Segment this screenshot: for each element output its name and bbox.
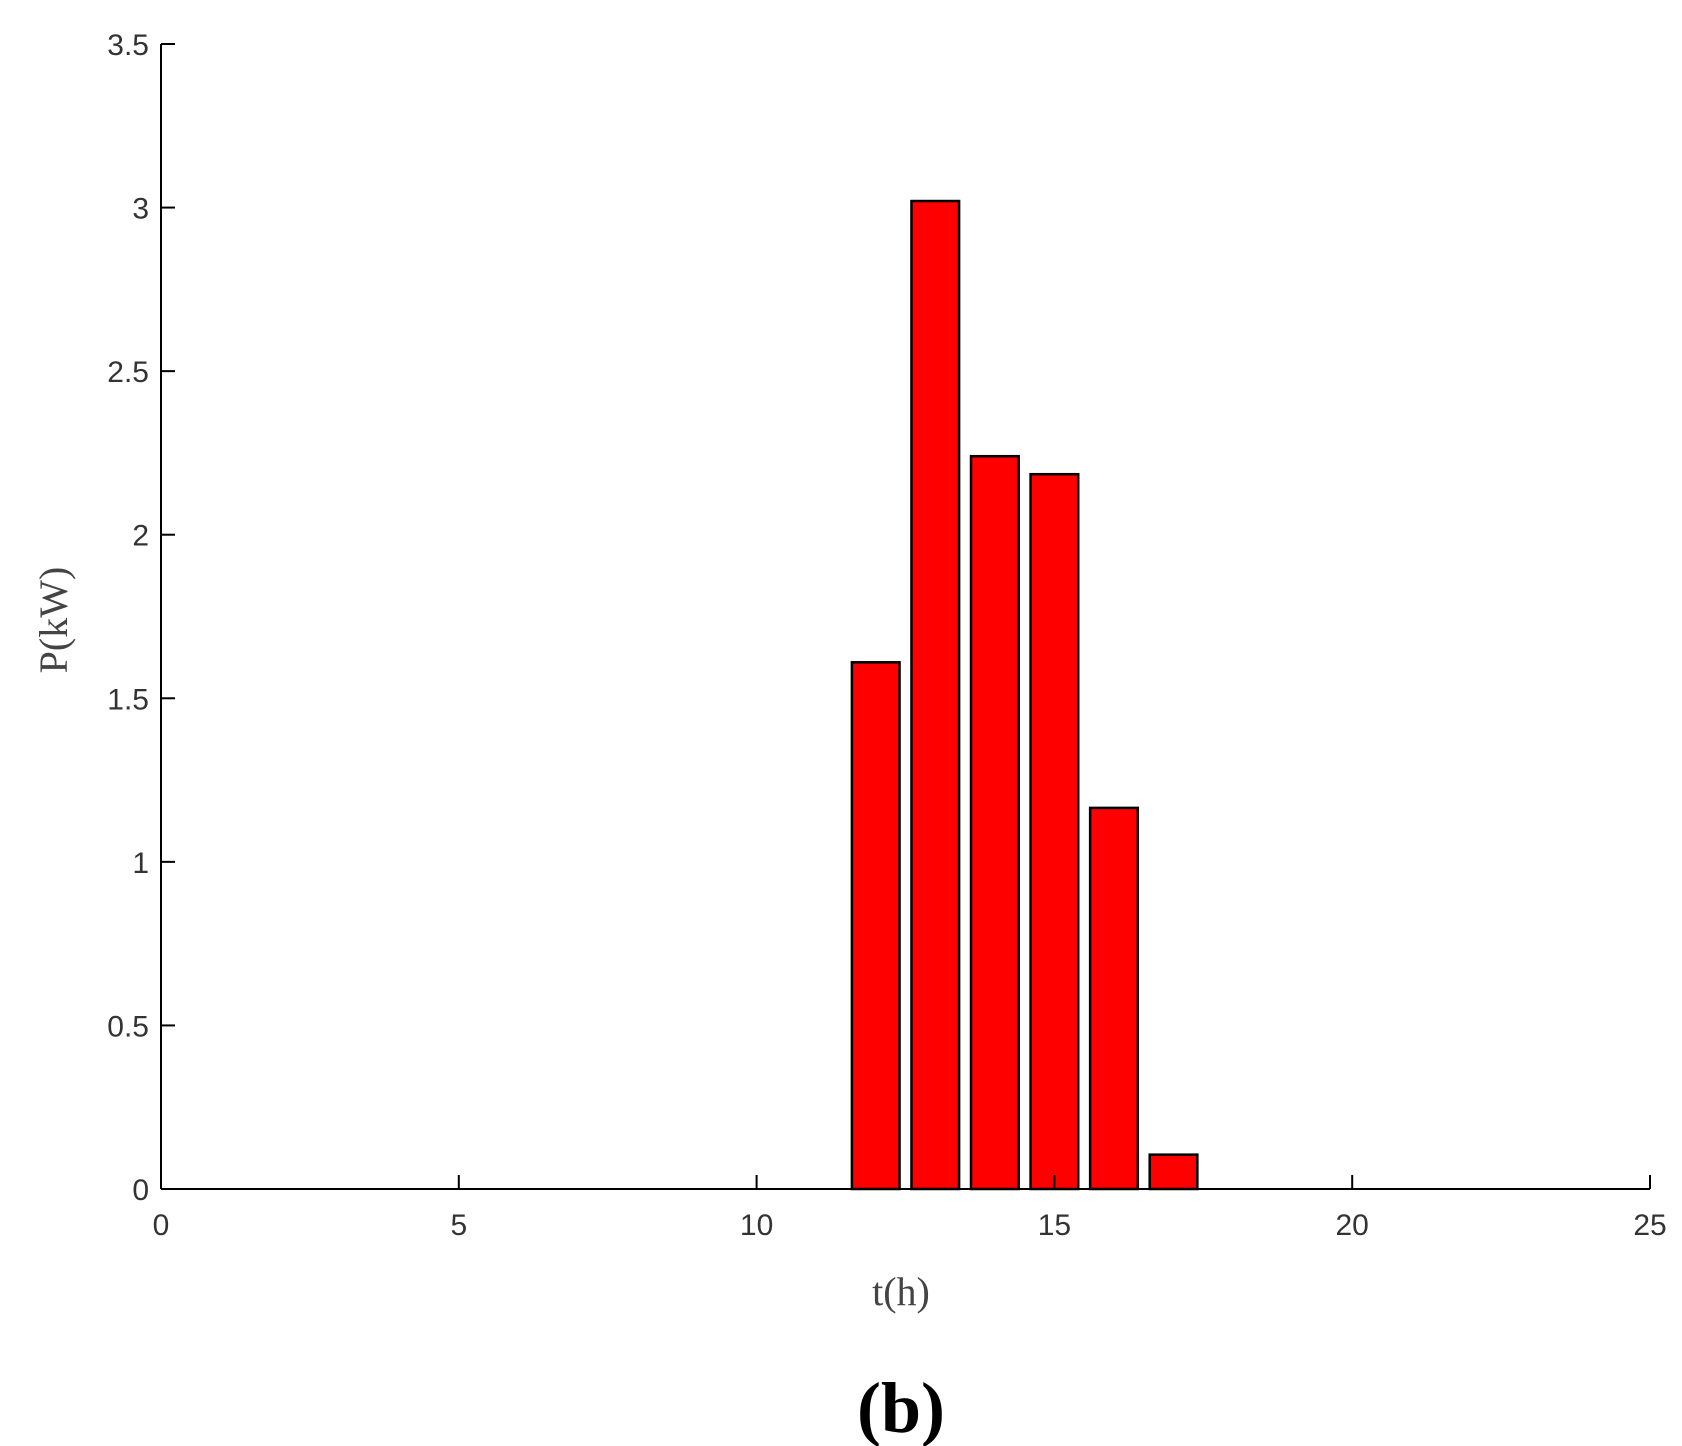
x-tick-label-10: 10 bbox=[740, 1209, 773, 1242]
bar-17 bbox=[1148, 1153, 1199, 1191]
x-tick-label-5: 5 bbox=[450, 1209, 467, 1242]
y-axis-title: P(kW) bbox=[31, 567, 76, 674]
x-tick-label-25: 25 bbox=[1633, 1209, 1666, 1242]
bar-13 bbox=[910, 199, 961, 1191]
x-tick-label-0: 0 bbox=[153, 1209, 170, 1242]
bar-16 bbox=[1088, 806, 1140, 1191]
panel-label: (b) bbox=[857, 1368, 945, 1446]
y-tick-label-1.5: 1.5 bbox=[107, 683, 149, 716]
y-tick-label-0.5: 0.5 bbox=[107, 1010, 149, 1043]
axes-group bbox=[160, 44, 1650, 1190]
y-tick-label-2: 2 bbox=[132, 520, 149, 553]
y-tick-label-3: 3 bbox=[132, 193, 149, 226]
ticks-group: 0 5 10 15 20 25 0 0.5 1 1.5 2 2.5 3 3.5 bbox=[107, 29, 1666, 1242]
x-axis-title: t(h) bbox=[872, 1269, 930, 1314]
y-tick-label-3.5: 3.5 bbox=[107, 29, 149, 62]
bar-15 bbox=[1029, 472, 1080, 1191]
x-tick-label-15: 15 bbox=[1038, 1209, 1071, 1242]
bars-group bbox=[850, 199, 1199, 1191]
bar-12 bbox=[850, 661, 901, 1191]
bar-14 bbox=[969, 454, 1020, 1191]
x-tick-label-20: 20 bbox=[1336, 1209, 1369, 1242]
y-tick-label-2.5: 2.5 bbox=[107, 356, 149, 389]
y-tick-label-1: 1 bbox=[132, 847, 149, 880]
y-tick-label-0: 0 bbox=[132, 1174, 149, 1207]
